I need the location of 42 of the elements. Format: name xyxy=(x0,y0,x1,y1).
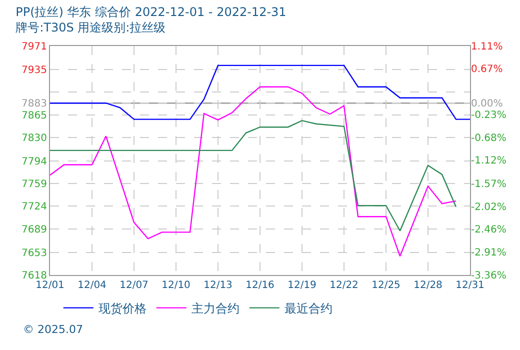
line-series xyxy=(50,120,457,232)
x-tick-label: 12/22 xyxy=(330,280,358,291)
y-tick-label: 7759 xyxy=(22,179,47,190)
chart-subtitle: 牌号:T30S 用途级别:拉丝级 xyxy=(16,20,166,34)
y-tick-label: 7794 xyxy=(22,156,47,168)
y-tick-label: 7618 xyxy=(22,270,47,282)
y-tick-label: 7971 xyxy=(22,42,47,52)
line-series xyxy=(50,86,457,257)
y-tick-label: 7689 xyxy=(22,224,47,236)
y2-tick-label: 0.00% xyxy=(471,98,503,110)
y2-tick-label: -0.23% xyxy=(471,110,506,122)
x-tick-label: 12/01 xyxy=(36,280,64,291)
y2-tick-label: -2.02% xyxy=(471,202,506,213)
y2-tick-label: -0.68% xyxy=(471,133,506,144)
y2-tick-label: -2.46% xyxy=(471,224,506,236)
y-tick-label: 7865 xyxy=(22,110,47,122)
legend-label: 现货价格 xyxy=(98,302,146,316)
x-tick-label: 12/25 xyxy=(372,280,400,291)
x-tick-label: 12/07 xyxy=(120,280,148,291)
y2-tick-label: -3.36% xyxy=(471,270,506,282)
y2-tick-label: -1.57% xyxy=(471,178,506,190)
y2-tick-label: -2.91% xyxy=(471,247,506,258)
line-series xyxy=(50,64,470,120)
text: © 2025.07 xyxy=(23,323,83,336)
legend-label: 最近合约 xyxy=(284,302,332,316)
y-tick-label: 7830 xyxy=(22,132,47,144)
y2-tick-label: -1.12% xyxy=(471,156,506,167)
legend-label: 主力合约 xyxy=(191,302,240,316)
y-tick-label: 7724 xyxy=(22,202,47,213)
x-tick-label: 12/16 xyxy=(246,280,274,291)
y2-tick-label: 1.11% xyxy=(471,42,503,52)
x-tick-label: 12/10 xyxy=(162,280,190,291)
x-tick-label: 12/04 xyxy=(78,280,106,291)
y-tick-label: 7883 xyxy=(22,98,47,110)
x-tick-label: 12/19 xyxy=(288,280,316,291)
y-tick-label: 7653 xyxy=(22,248,47,259)
x-tick-label: 12/31 xyxy=(456,280,484,291)
y2-tick-label: 0.67% xyxy=(471,64,503,76)
chart-title: PP(拉丝) 华东 综合价 2022-12-01 - 2022-12-31 xyxy=(16,4,286,19)
x-tick-label: 12/28 xyxy=(414,280,442,291)
x-tick-label: 12/13 xyxy=(204,280,232,291)
y-tick-label: 7935 xyxy=(22,64,47,76)
